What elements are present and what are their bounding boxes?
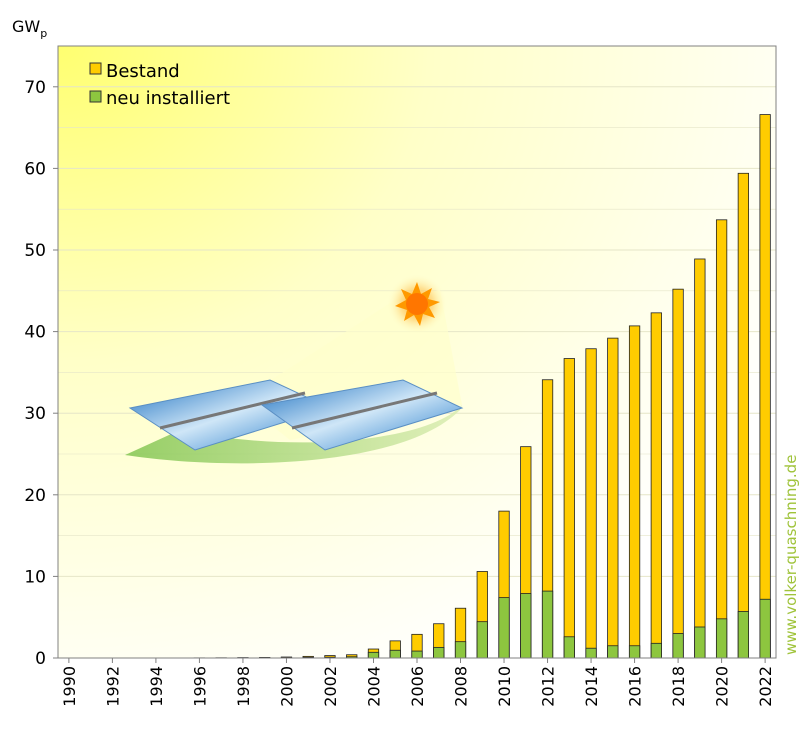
panel-left-rail bbox=[159, 391, 306, 430]
sun-icon bbox=[387, 274, 447, 334]
x-tick-label: 2010 bbox=[495, 666, 514, 707]
x-tick-label: 2000 bbox=[277, 666, 296, 707]
watermark: www.volker-quaschning.de bbox=[782, 455, 800, 655]
bar-neu-installiert-2018 bbox=[672, 633, 684, 659]
bar-bestand-2018 bbox=[672, 288, 684, 659]
x-tick-label: 2004 bbox=[364, 666, 383, 707]
x-tick-label: 1998 bbox=[234, 666, 253, 707]
legend-label-neu-installiert: neu installiert bbox=[106, 88, 230, 109]
y-axis-label: GWp bbox=[12, 17, 47, 40]
bar-bestand-2022 bbox=[759, 114, 771, 659]
legend-label-bestand: Bestand bbox=[106, 61, 180, 82]
panel-right-rail bbox=[291, 391, 438, 430]
bar-neu-installiert-2020 bbox=[715, 618, 728, 659]
bar-neu-installiert-2006 bbox=[411, 650, 423, 659]
x-tick-label: 2006 bbox=[408, 666, 427, 707]
bar-neu-installiert-2022 bbox=[759, 598, 771, 659]
x-tick-label: 2016 bbox=[626, 666, 645, 707]
bar-neu-installiert-2017 bbox=[650, 642, 662, 659]
y-tick-label: 70 bbox=[24, 78, 46, 98]
bar-neu-installiert-2012 bbox=[541, 590, 554, 659]
y-tick-label: 60 bbox=[24, 159, 46, 179]
x-tick-label: 1992 bbox=[103, 666, 122, 707]
legend: Bestand neu installiert bbox=[89, 61, 230, 109]
bar-bestand-2021 bbox=[737, 172, 749, 659]
legend-swatch-neu-installiert bbox=[89, 90, 102, 103]
y-tick-label: 10 bbox=[24, 567, 46, 587]
x-tick-label: 2018 bbox=[669, 666, 688, 707]
bar-neu-installiert-2015 bbox=[607, 645, 619, 659]
x-tick-label: 2022 bbox=[756, 666, 775, 707]
y-tick-label: 30 bbox=[24, 404, 46, 424]
ground-shadow bbox=[125, 405, 462, 464]
bar-neu-installiert-2016 bbox=[628, 645, 641, 659]
bar-neu-installiert-2007 bbox=[433, 646, 445, 659]
x-tick-label: 2008 bbox=[452, 666, 471, 707]
bar-neu-installiert-2009 bbox=[476, 621, 488, 659]
bar-bestand-2014 bbox=[585, 348, 597, 659]
bar-bestand-2020 bbox=[715, 219, 728, 659]
x-tick-label: 2020 bbox=[713, 666, 732, 707]
x-tick-label: 2012 bbox=[539, 666, 558, 707]
bar-neu-installiert-2014 bbox=[585, 647, 597, 659]
bar-neu-installiert-2011 bbox=[520, 593, 532, 659]
bar-neu-installiert-2021 bbox=[737, 611, 749, 659]
x-axis-ticks: 1990 1992 1994 1996 1998 2000 2002 2004 2006 2008… bbox=[60, 658, 775, 707]
bar-neu-installiert-2013 bbox=[563, 636, 575, 659]
bar-bestand-2017 bbox=[650, 312, 662, 659]
y-tick-label: 0 bbox=[35, 649, 46, 669]
y-tick-label: 50 bbox=[24, 241, 46, 261]
y-tick-label: 40 bbox=[24, 323, 46, 343]
pv-illustration bbox=[125, 274, 464, 464]
y-tick-label: 20 bbox=[24, 486, 46, 506]
bar-neu-installiert-2019 bbox=[694, 626, 706, 659]
x-tick-label: 1996 bbox=[190, 666, 209, 707]
x-tick-label: 1990 bbox=[60, 666, 79, 707]
x-tick-label: 2002 bbox=[321, 666, 340, 707]
bar-bestand-2019 bbox=[694, 258, 706, 659]
y-axis-ticks: 0 10 20 30 40 50 60 70 bbox=[24, 78, 58, 669]
plot-frame bbox=[57, 45, 777, 659]
bar-neu-installiert-2010 bbox=[498, 597, 510, 659]
bar-neu-installiert-2005 bbox=[389, 649, 401, 659]
x-tick-label: 1994 bbox=[147, 666, 166, 707]
bar-bestand-2015 bbox=[607, 337, 619, 659]
bar-bestand-2013 bbox=[563, 358, 575, 659]
bar-neu-installiert-2004 bbox=[367, 651, 380, 659]
bar-bestand-2016 bbox=[628, 325, 641, 659]
x-tick-label: 2014 bbox=[582, 666, 601, 707]
bar-neu-installiert-2008 bbox=[454, 641, 467, 659]
legend-swatch-bestand bbox=[89, 62, 102, 75]
